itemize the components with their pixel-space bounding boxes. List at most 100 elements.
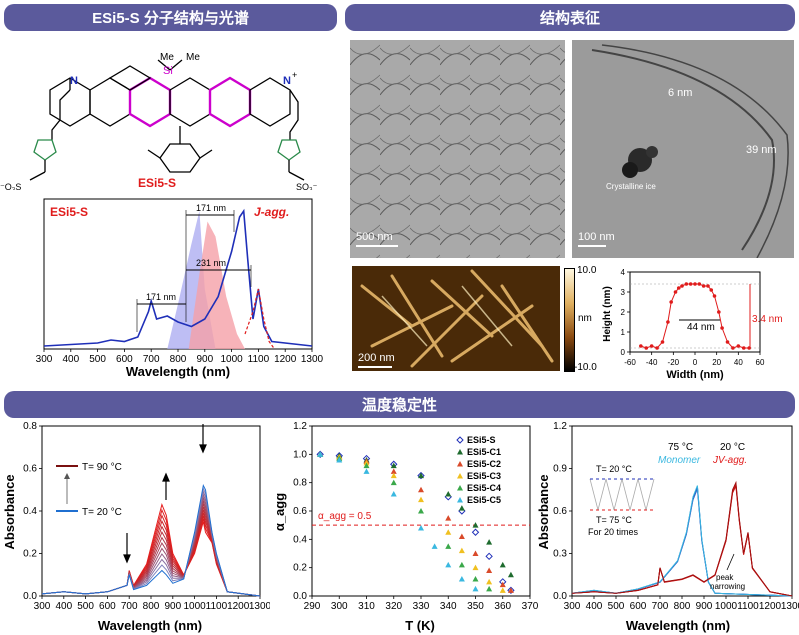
label-jvagg: JV-agg. bbox=[712, 455, 747, 466]
x-tick-label: 1100 bbox=[248, 354, 270, 365]
alpha-point bbox=[445, 529, 452, 535]
y-tick-label: 0.6 bbox=[553, 506, 567, 517]
x-tick-label: 600 bbox=[630, 601, 647, 612]
height-xlabel: Width (nm) bbox=[666, 369, 724, 381]
height-point bbox=[680, 284, 684, 288]
colorbar-unit: nm bbox=[578, 313, 592, 324]
x-tick-label: 1200 bbox=[227, 601, 250, 612]
y-tick-label: 2 bbox=[621, 308, 626, 317]
alpha-point bbox=[472, 585, 479, 592]
si-atom: Si bbox=[163, 65, 173, 77]
y-tick-label: 0.8 bbox=[23, 421, 37, 432]
absT-ylabel: Absorbance bbox=[2, 474, 17, 549]
x-tick-label: 300 bbox=[36, 354, 53, 365]
alpha-point bbox=[390, 491, 397, 497]
inset-bottom-label: T= 75 °C bbox=[596, 515, 632, 525]
y-tick-label: 0.4 bbox=[293, 534, 307, 545]
height-point bbox=[693, 282, 697, 286]
height-point bbox=[731, 346, 735, 350]
x-tick-label: 900 bbox=[696, 601, 713, 612]
x-tick-label: 700 bbox=[121, 601, 138, 612]
y-tick-label: 0.3 bbox=[553, 549, 567, 560]
y-tick-label: 0.2 bbox=[293, 563, 307, 574]
alpha-point bbox=[363, 462, 370, 469]
y-tick-label: 0.0 bbox=[553, 591, 567, 602]
alpha-point bbox=[431, 543, 438, 549]
spectrum-chart: 300 400 500 600 700 800 900 1000 1100 1200 1300 17… bbox=[36, 198, 324, 379]
molecule-name: ESi5-S bbox=[138, 176, 177, 190]
alpha-point bbox=[417, 471, 425, 480]
label-narrowing: narrowing bbox=[710, 582, 745, 591]
alpha-point bbox=[507, 587, 514, 593]
alpha-ylabel: α_agg bbox=[272, 493, 287, 531]
x-tick-label: 1200 bbox=[274, 354, 297, 365]
height-point bbox=[639, 344, 643, 348]
x-tick-label: 500 bbox=[77, 601, 94, 612]
x-tick-label: 1000 bbox=[220, 354, 243, 365]
x-tick-label: 500 bbox=[608, 601, 625, 612]
afm-image: 200 nm bbox=[352, 266, 560, 371]
alpha-agg-chart: 290 300 310 320 330 340 350 360 370 0.0 0.2 0.4 0.6 0… bbox=[272, 421, 538, 633]
absorbance-temperature-chart: 300 400 500 600 700 800 900 1000 1100 1200 1300 0.0… bbox=[2, 421, 270, 633]
x-tick-label: 800 bbox=[674, 601, 691, 612]
x-tick-label: 300 bbox=[564, 601, 581, 612]
alpha-legend-entry: ESi5-C1 bbox=[467, 447, 501, 457]
alpha-legend-entry: ESi5-C3 bbox=[467, 471, 501, 481]
y-tick-label: 1.2 bbox=[553, 421, 567, 432]
x-tick-label: 900 bbox=[196, 354, 213, 365]
n-atom-left: N bbox=[70, 75, 78, 87]
height-point bbox=[741, 346, 746, 350]
banner-stability: 温度稳定性 bbox=[4, 391, 795, 418]
colorbar-max: 10.0 bbox=[577, 265, 597, 276]
x-tick-label: 1300 bbox=[301, 354, 324, 365]
alpha-point bbox=[472, 550, 479, 556]
legend-t90: T= 90 °C bbox=[82, 462, 122, 473]
alpha-point bbox=[485, 552, 493, 561]
alpha-point bbox=[445, 561, 452, 568]
x-tick-label: 400 bbox=[62, 354, 79, 365]
height-annotation-34: 3.4 nm bbox=[752, 314, 783, 325]
height-point bbox=[725, 340, 730, 344]
x-tick-label: 60 bbox=[756, 358, 765, 367]
tem-label-39nm: 39 nm bbox=[746, 144, 777, 156]
x-tick-label: 1300 bbox=[249, 601, 270, 612]
spec-xlabel: Wavelength (nm) bbox=[126, 364, 230, 379]
x-tick-label: 800 bbox=[143, 601, 160, 612]
alpha-point bbox=[418, 496, 424, 503]
alpha-point bbox=[390, 462, 397, 469]
alpha-xlabel: T (K) bbox=[405, 618, 435, 633]
alpha-point bbox=[507, 586, 515, 595]
alpha-point bbox=[390, 468, 397, 474]
tem-label-crystalline: Crystalline ice bbox=[606, 182, 656, 191]
spec-annotation-171-bottom: 171 nm bbox=[146, 292, 176, 302]
x-tick-label: 300 bbox=[34, 601, 51, 612]
alpha-point bbox=[418, 486, 424, 493]
y-tick-label: 1.2 bbox=[293, 421, 307, 432]
alpha-point bbox=[499, 581, 506, 588]
label-75c: 75 °C bbox=[668, 442, 693, 453]
y-tick-label: 1.0 bbox=[293, 449, 307, 460]
x-tick-label: 1100 bbox=[206, 601, 228, 612]
alpha-point bbox=[390, 472, 397, 479]
inset-top-label: T= 20 °C bbox=[596, 464, 632, 474]
cyc-xlabel: Wavelength (nm) bbox=[626, 618, 730, 633]
height-ylabel: Height (nm) bbox=[602, 286, 613, 342]
sulfonate-left: ⁻O₃S bbox=[0, 182, 21, 190]
height-point bbox=[669, 300, 673, 304]
x-tick-label: 310 bbox=[358, 601, 375, 612]
alpha-point bbox=[458, 547, 465, 554]
tem-left-scale: 500 nm bbox=[356, 231, 393, 243]
banner-characterization: 结构表征 bbox=[345, 4, 795, 31]
jvagg-curve bbox=[571, 480, 793, 597]
spec-legend-right: J-agg. bbox=[254, 205, 289, 219]
height-point bbox=[644, 346, 649, 350]
height-point bbox=[706, 284, 710, 288]
height-point bbox=[660, 340, 665, 344]
height-point bbox=[684, 282, 689, 286]
height-point bbox=[655, 346, 659, 350]
spec-legend-left: ESi5-S bbox=[50, 205, 88, 219]
alpha-point bbox=[472, 522, 479, 528]
x-tick-label: 20 bbox=[712, 358, 721, 367]
tem-image-right: 6 nm 39 nm Crystalline ice 100 nm bbox=[572, 40, 794, 258]
